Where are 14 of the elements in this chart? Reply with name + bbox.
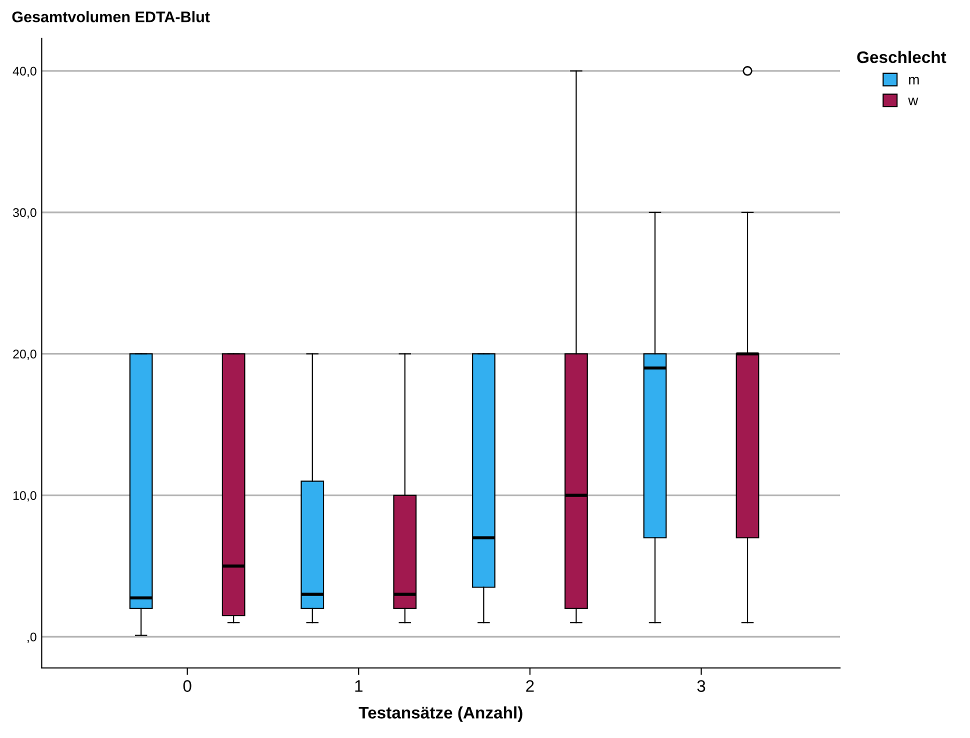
y-tick-label: 20,0: [13, 350, 36, 360]
legend-title: Geschlecht: [857, 50, 946, 64]
x-axis-title: Testansätze (Anzahl): [358, 706, 522, 722]
legend-label: m: [909, 76, 919, 84]
chart-title: Gesamtvolumen EDTA-Blut: [12, 11, 210, 22]
y-tick-label: 40,0: [12, 66, 36, 78]
x-tick-label: 0: [183, 680, 192, 692]
x-tick-label: 1: [355, 680, 362, 692]
y-tick-label: ,0: [28, 632, 36, 643]
x-tick-label: 3: [697, 680, 706, 692]
legend-label: w: [908, 98, 918, 106]
y-tick-label: 30,0: [13, 208, 36, 219]
y-tick-label: 10,0: [13, 491, 36, 502]
x-tick-label: 2: [526, 680, 534, 692]
